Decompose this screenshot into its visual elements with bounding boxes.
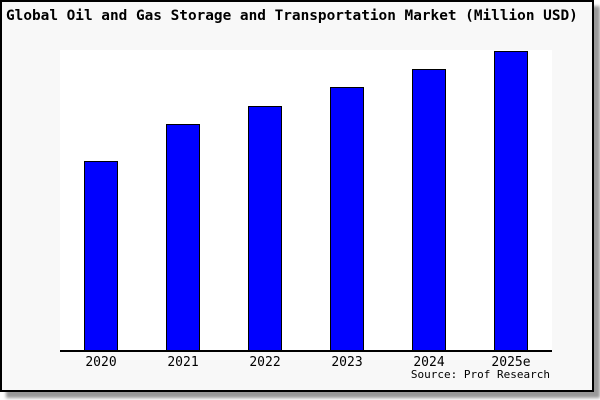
x-tick-label-2023: 2023: [331, 355, 363, 370]
bar-slot-2025e: [470, 50, 552, 350]
bar-2020: [84, 161, 118, 350]
x-tick-label-2020: 2020: [85, 355, 117, 370]
bar-2022: [248, 105, 282, 350]
bar-2023: [330, 86, 364, 350]
chart-panel: Global Oil and Gas Storage and Transport…: [0, 0, 594, 392]
bar-slot-2024: [388, 50, 470, 350]
x-tick-label-2021: 2021: [167, 355, 199, 370]
bar-slot-2020: [60, 50, 142, 350]
x-tick-label-2025e: 2025e: [491, 355, 531, 370]
plot-area: [60, 50, 552, 352]
bar-2024: [412, 68, 446, 350]
bar-slot-2022: [224, 50, 306, 350]
chart-title: Global Oil and Gas Storage and Transport…: [6, 8, 578, 24]
bar-2021: [166, 124, 200, 350]
x-tick-label-2022: 2022: [249, 355, 281, 370]
x-axis-labels: 2020 2021 2022 2023 2024 2025e: [60, 355, 552, 370]
bar-2025e: [494, 50, 528, 350]
bar-slot-2021: [142, 50, 224, 350]
bar-slot-2023: [306, 50, 388, 350]
source-credit: Source: Prof Research: [410, 368, 550, 381]
x-tick-label-2024: 2024: [413, 355, 445, 370]
